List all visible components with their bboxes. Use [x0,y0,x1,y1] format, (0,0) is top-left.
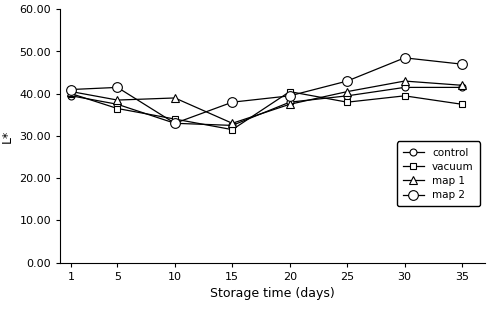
control [459,86,465,89]
control [114,103,120,106]
Line: map 1: map 1 [68,77,466,127]
map 2 [344,79,350,83]
map 2 [68,88,74,91]
map 1 [114,98,120,102]
control [286,100,292,104]
Line: map 2: map 2 [66,53,467,128]
map 1 [402,79,407,83]
map 1 [286,103,292,106]
vacuum [114,107,120,110]
map 2 [459,62,465,66]
Line: vacuum: vacuum [68,88,466,133]
map 1 [459,83,465,87]
vacuum [230,128,235,132]
vacuum [286,90,292,93]
vacuum [68,92,74,95]
vacuum [402,94,407,98]
map 1 [230,121,235,125]
Line: control: control [68,84,466,129]
Legend: control, vacuum, map 1, map 2: control, vacuum, map 1, map 2 [396,142,480,206]
map 2 [114,86,120,89]
map 2 [286,94,292,98]
vacuum [172,117,178,121]
control [344,94,350,98]
map 1 [68,90,74,93]
map 2 [402,56,407,60]
control [402,86,407,89]
vacuum [344,100,350,104]
map 2 [172,121,178,125]
control [230,124,235,127]
Y-axis label: L*: L* [0,129,14,142]
vacuum [459,103,465,106]
map 2 [230,100,235,104]
X-axis label: Storage time (days): Storage time (days) [210,287,335,300]
control [68,94,74,98]
map 1 [344,90,350,93]
control [172,121,178,125]
map 1 [172,96,178,100]
